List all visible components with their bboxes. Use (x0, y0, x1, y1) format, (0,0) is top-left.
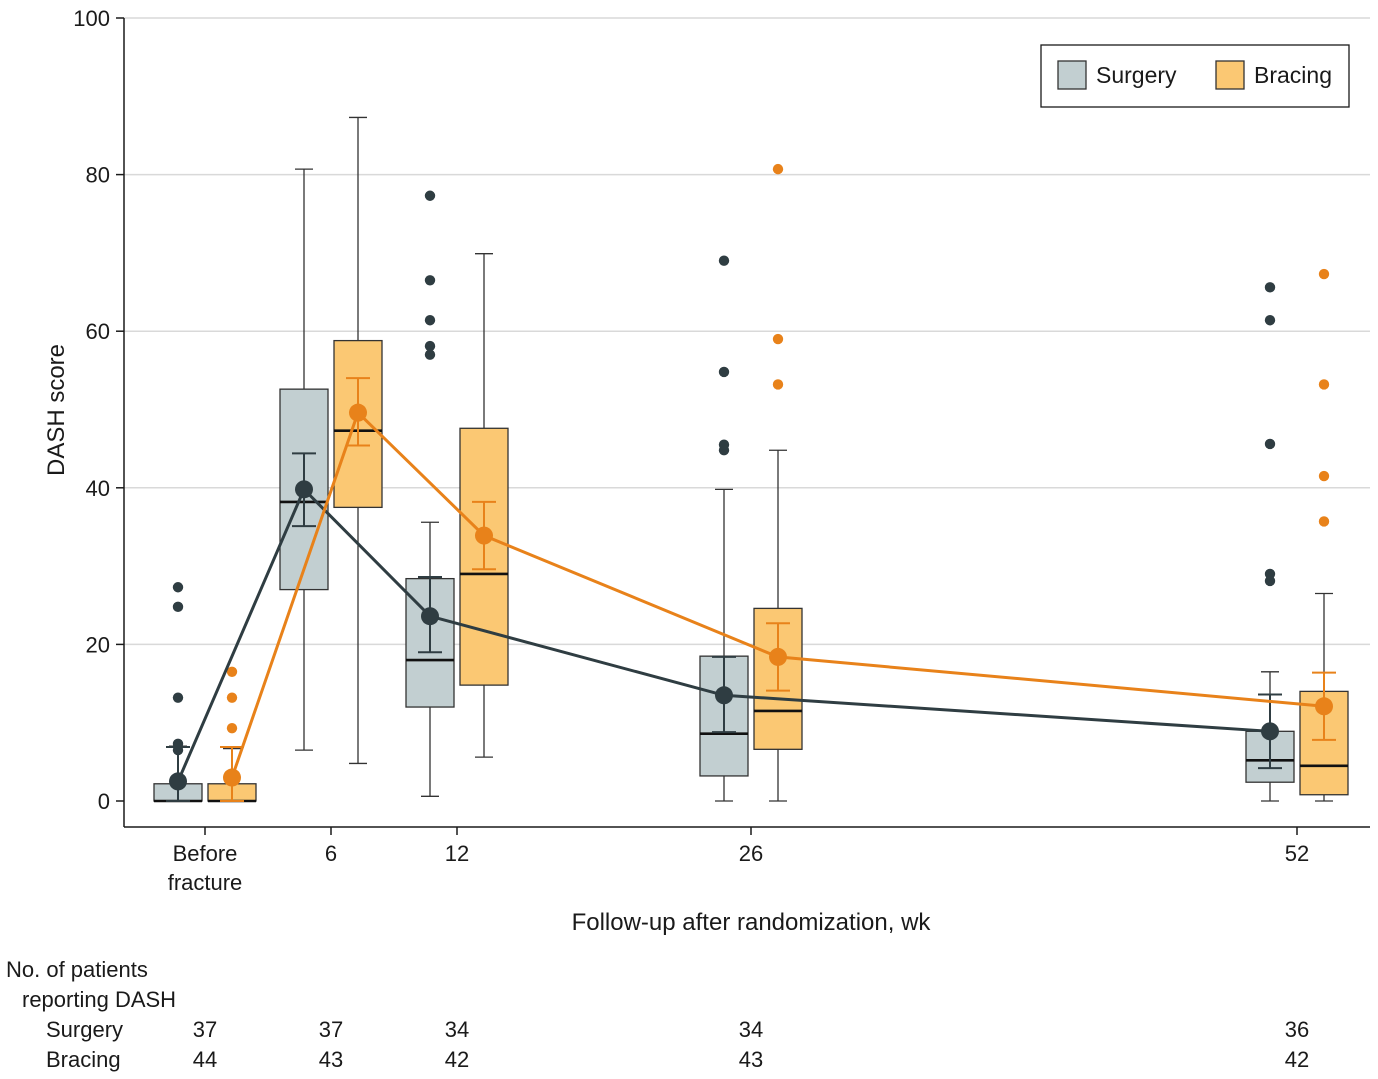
legend-frame (1040, 44, 1350, 108)
outlier-point (172, 692, 184, 703)
box-surgery-w12 (405, 190, 455, 797)
y-axis-title: DASH score (43, 344, 70, 476)
outlier-point (718, 255, 730, 266)
mean-point (769, 647, 787, 666)
mean-point (169, 772, 187, 791)
x-tick-label: 26 (739, 841, 763, 866)
table-cell: 44 (193, 1047, 217, 1072)
outlier-point (424, 275, 436, 286)
legend: Surgery Bracing (1040, 44, 1350, 108)
x-tick-label: 6 (325, 841, 337, 866)
table-cell: 34 (739, 1017, 763, 1042)
box-bracing-w26 (753, 163, 803, 802)
outlier-point (1264, 282, 1276, 293)
mean-bracing-w6 (346, 377, 370, 447)
outlier-point (1318, 268, 1330, 280)
y-tick-label: 100 (73, 6, 110, 31)
table-cell: 37 (193, 1017, 217, 1042)
outlier-point (718, 439, 730, 450)
table-cell: 34 (445, 1017, 469, 1042)
outlier-point (718, 366, 730, 378)
mean-bracing-w12 (472, 500, 496, 571)
x-tick-label: 52 (1285, 841, 1309, 866)
mean-point (1315, 697, 1333, 716)
y-tick-label: 80 (86, 163, 110, 188)
legend-swatch (1057, 60, 1087, 90)
mean-point (295, 480, 313, 499)
mean-point (223, 768, 241, 787)
outlier-point (1264, 568, 1276, 580)
outlier-point (424, 315, 436, 326)
outlier-point (226, 666, 238, 678)
axes: 0 20 40 60 80 100 DASH score Before fracture 6 12 2… (43, 6, 1370, 936)
mean-bracing-w52 (1312, 671, 1336, 741)
outlier-point (424, 190, 436, 201)
table-row-label: Surgery (46, 1017, 123, 1042)
outlier-point (424, 349, 436, 360)
legend-item-surgery: Surgery (1057, 60, 1177, 90)
mean-surgery-w52 (1258, 693, 1282, 770)
y-tick-label: 20 (86, 632, 110, 657)
table-row-label: Bracing (46, 1047, 121, 1072)
table-cell: 42 (445, 1047, 469, 1072)
outlier-point (1318, 516, 1330, 527)
outlier-point (172, 601, 184, 613)
mean-surgery-w12 (418, 576, 442, 654)
x-tick-label: fracture (168, 870, 243, 895)
outlier-point (1264, 438, 1276, 450)
legend-label: Surgery (1096, 62, 1177, 88)
legend-item-bracing: Bracing (1215, 60, 1332, 90)
y-tick-label: 60 (86, 319, 110, 344)
series-bracing-means (220, 377, 1336, 802)
y-tick-label: 0 (98, 789, 110, 814)
outlier-point (1264, 315, 1276, 326)
mean-bracing-before (220, 745, 244, 802)
outlier-point (226, 692, 238, 703)
outlier-point (226, 722, 238, 734)
plot-area (153, 116, 1349, 803)
x-tick-label: 12 (445, 841, 469, 866)
table-header-line-2: reporting DASH (22, 987, 176, 1012)
y-tick-label: 40 (86, 476, 110, 501)
table-cell: 43 (739, 1047, 763, 1072)
mean-point (349, 403, 367, 422)
legend-label: Bracing (1254, 62, 1332, 88)
outlier-point (1318, 470, 1330, 482)
x-axis-title: Follow-up after randomization, wk (572, 909, 932, 936)
outlier-point (772, 379, 784, 390)
table-cell: 43 (319, 1047, 343, 1072)
legend-swatch (1215, 60, 1245, 90)
outlier-point (772, 333, 784, 345)
table-header-line-1: No. of patients (6, 957, 148, 982)
outlier-point (424, 340, 436, 352)
table-cell: 42 (1285, 1047, 1309, 1072)
mean-point (715, 686, 733, 705)
outlier-point (772, 163, 784, 175)
table-cell: 37 (319, 1017, 343, 1042)
mean-surgery-w6 (292, 452, 316, 528)
x-tick-label: Before (173, 841, 238, 866)
outlier-point (172, 582, 184, 593)
table-row-surgery: Surgery 37 37 34 34 36 (46, 1017, 1309, 1042)
mean-point (421, 607, 439, 626)
mean-surgery-before (166, 745, 190, 802)
series-surgery-means (166, 452, 1282, 802)
mean-bracing-w26 (766, 622, 790, 692)
outlier-point (1318, 379, 1330, 390)
table-cell: 36 (1285, 1017, 1309, 1042)
mean-point (1261, 722, 1279, 741)
table-row-bracing: Bracing 44 43 42 43 42 (46, 1047, 1309, 1072)
mean-point (475, 526, 493, 545)
patients-table: No. of patients reporting DASH Surgery 37 37… (6, 957, 1309, 1072)
mean-surgery-w26 (712, 655, 736, 734)
